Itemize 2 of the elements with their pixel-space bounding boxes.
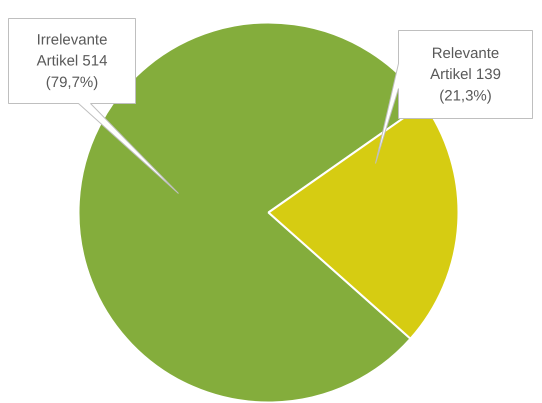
slice-label: Irrelevante Artikel 514 (79,7%) [36, 31, 108, 91]
slice-label: Relevante Artikel 139 (21,3%) [430, 44, 501, 104]
